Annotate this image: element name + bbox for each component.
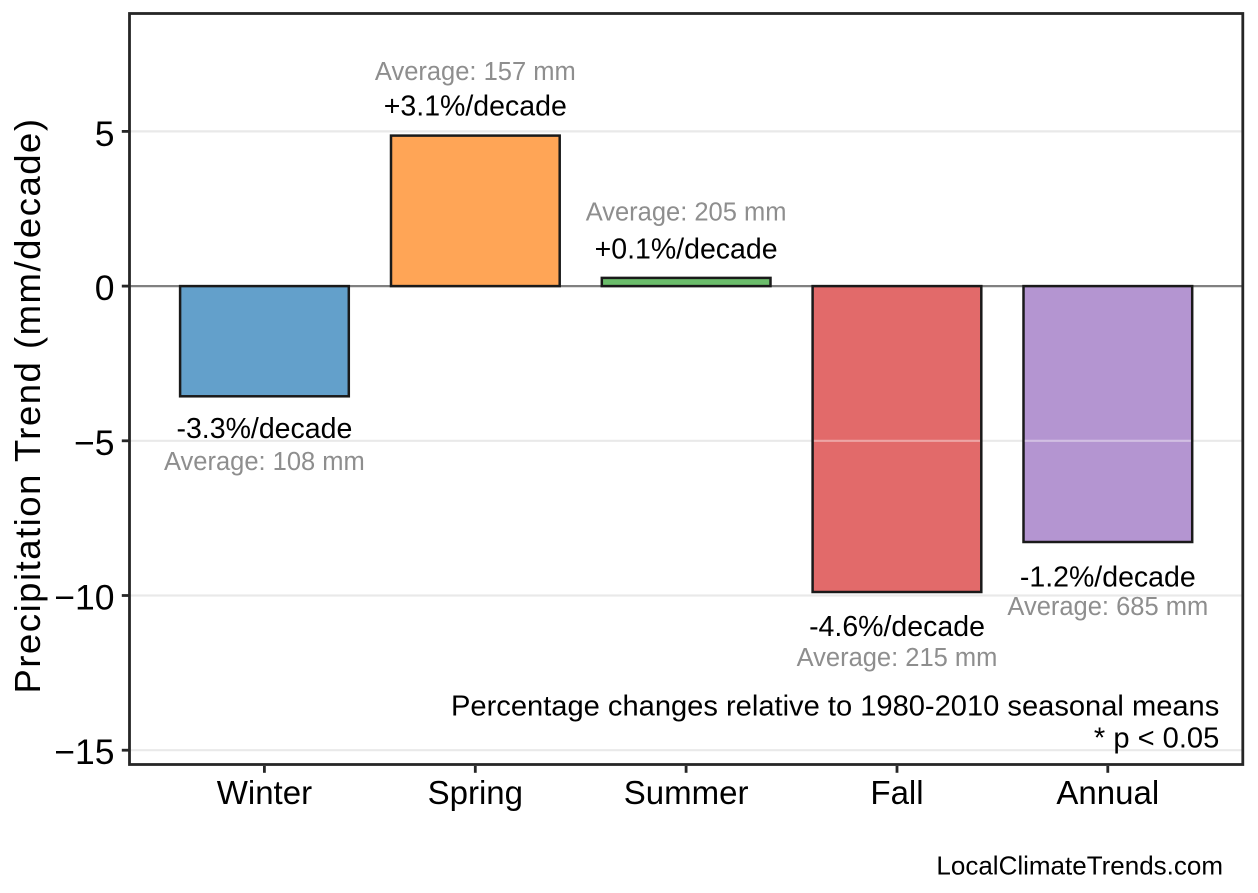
svg-text:5: 5 — [95, 114, 115, 154]
svg-text:+0.1%/decade: +0.1%/decade — [595, 233, 778, 265]
svg-text:Percentage changes relative to: Percentage changes relative to 1980-2010… — [451, 690, 1219, 722]
svg-text:Average: 108 mm: Average: 108 mm — [164, 448, 365, 476]
svg-text:+3.1%/decade: +3.1%/decade — [384, 91, 567, 123]
svg-text:0: 0 — [95, 268, 115, 308]
svg-text:-4.6%/decade: -4.6%/decade — [809, 611, 985, 643]
svg-text:−15: −15 — [54, 732, 114, 772]
svg-text:Precipitation Trend (mm/decade: Precipitation Trend (mm/decade) — [7, 118, 48, 694]
svg-text:Average: 685 mm: Average: 685 mm — [1007, 593, 1208, 621]
svg-text:Winter: Winter — [217, 774, 312, 811]
svg-text:Fall: Fall — [870, 774, 923, 811]
svg-text:Average: 157 mm: Average: 157 mm — [375, 58, 576, 86]
svg-text:Spring: Spring — [428, 774, 523, 811]
svg-text:Average: 205 mm: Average: 205 mm — [586, 199, 787, 227]
svg-text:Summer: Summer — [624, 774, 749, 811]
svg-text:LocalClimateTrends.com: LocalClimateTrends.com — [936, 850, 1223, 880]
svg-text:−5: −5 — [74, 423, 114, 463]
svg-text:* p < 0.05: * p < 0.05 — [1094, 723, 1219, 755]
svg-text:-1.2%/decade: -1.2%/decade — [1020, 562, 1196, 594]
svg-text:Average: 215 mm: Average: 215 mm — [797, 644, 998, 672]
svg-text:-3.3%/decade: -3.3%/decade — [176, 413, 352, 445]
svg-text:Annual: Annual — [1056, 774, 1159, 811]
svg-text:−10: −10 — [54, 578, 114, 618]
